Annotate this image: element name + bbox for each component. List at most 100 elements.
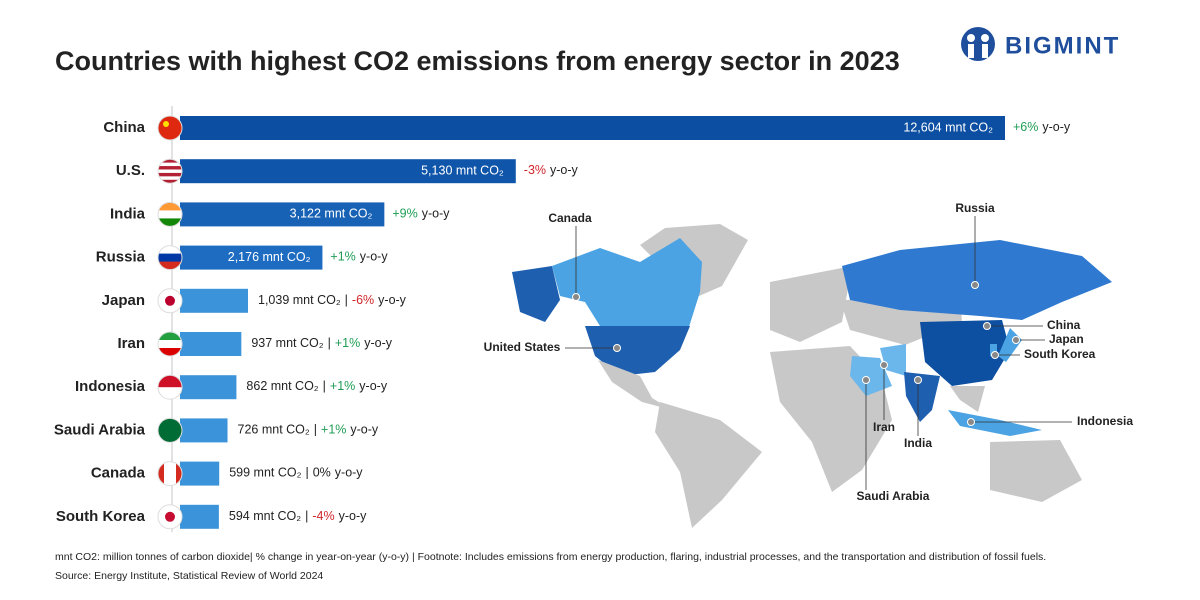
separator: | — [305, 466, 308, 480]
map-land — [990, 440, 1082, 502]
map-label: India — [904, 436, 932, 450]
world-map — [512, 216, 1112, 528]
separator: | — [328, 336, 331, 350]
flag-stripe — [158, 172, 182, 177]
yoy-label: 937 mnt CO₂ | +1% y-o-y — [251, 336, 392, 350]
category-label: Russia — [96, 249, 146, 266]
yoy-change: +1% — [330, 379, 355, 393]
flag-emblem — [165, 511, 175, 522]
flag-stripe — [158, 387, 182, 400]
flag-stripe — [158, 159, 182, 164]
yoy-change: -3% — [524, 163, 546, 177]
yoy-change: +1% — [321, 423, 346, 437]
map-label: China — [1047, 318, 1081, 332]
yoy-label: 594 mnt CO₂ | -4% y-o-y — [229, 509, 367, 523]
yoy-label: 599 mnt CO₂ | 0% y-o-y — [229, 466, 363, 480]
value-label: 937 mnt CO₂ — [251, 336, 323, 350]
map-land — [598, 360, 672, 410]
yoy-change: 0% — [313, 466, 331, 480]
yoy-change: -6% — [352, 293, 374, 307]
yoy-change: -4% — [312, 509, 334, 523]
source: Source: Energy Institute, Statistical Re… — [55, 570, 323, 582]
map-country — [512, 266, 560, 322]
yoy-change: +1% — [335, 336, 360, 350]
flag-stripe — [158, 179, 182, 184]
flag — [158, 245, 182, 270]
yoy-label: -3% y-o-y — [524, 163, 579, 177]
yoy-change: +9% — [392, 207, 417, 221]
flag-stripe — [158, 162, 182, 167]
separator: | — [345, 293, 348, 307]
separator: | — [314, 423, 317, 437]
flag-stripe — [158, 332, 182, 341]
flag-stripe — [158, 116, 182, 140]
yoy-label: +1% y-o-y — [330, 250, 388, 264]
flag — [158, 418, 182, 443]
yoy-label: +6% y-o-y — [1013, 120, 1071, 134]
value-label: 2,176 mnt CO₂ — [228, 250, 311, 264]
yoy-change: +1% — [330, 250, 355, 264]
category-label: U.S. — [116, 162, 145, 179]
logo-icon-dot — [967, 34, 975, 42]
flag-emblem — [163, 121, 169, 127]
flag — [158, 202, 182, 227]
leader-lines — [565, 216, 1072, 490]
yoy-unit: y-o-y — [422, 207, 451, 221]
map-label: Japan — [1049, 332, 1084, 346]
flag-border — [157, 201, 183, 227]
flag-border — [157, 374, 183, 400]
logo-icon — [961, 27, 995, 61]
yoy-unit: y-o-y — [335, 466, 364, 480]
category-label: Iran — [117, 335, 145, 352]
yoy-unit: y-o-y — [364, 336, 393, 350]
category-label: India — [110, 205, 146, 222]
map-country — [842, 240, 1112, 320]
flag — [158, 116, 182, 140]
map-label: Russia — [955, 201, 995, 215]
value-label: 726 mnt CO₂ — [238, 423, 310, 437]
flag-stripe — [158, 176, 182, 181]
footnote: mnt CO2: million tonnes of carbon dioxid… — [55, 551, 1046, 563]
bar — [180, 461, 220, 486]
bar — [180, 202, 385, 227]
map-label: United States — [484, 340, 561, 354]
value-label: 3,122 mnt CO₂ — [290, 207, 373, 221]
flag-stripe — [158, 418, 182, 443]
category-label: South Korea — [56, 508, 146, 525]
flag-stripe — [158, 340, 182, 349]
bar — [180, 504, 219, 529]
flag-stripe — [158, 375, 182, 388]
yoy-label: 1,039 mnt CO₂ | -6% y-o-y — [258, 293, 407, 307]
category-label: Canada — [91, 465, 146, 482]
brand: BIGMINT — [1005, 32, 1120, 59]
map-label: South Korea — [1024, 347, 1096, 361]
yoy-change: +6% — [1013, 120, 1038, 134]
map-pins — [572, 281, 1020, 426]
value-label: 12,604 mnt CO₂ — [903, 120, 993, 134]
flag — [158, 461, 182, 486]
flag — [158, 375, 182, 400]
yoy-unit: y-o-y — [378, 293, 407, 307]
yoy-unit: y-o-y — [360, 250, 389, 264]
yoy-label: 726 mnt CO₂ | +1% y-o-y — [238, 423, 379, 437]
flag-stripe — [158, 202, 182, 211]
yoy-label: +9% y-o-y — [392, 207, 450, 221]
flag-border — [157, 288, 183, 314]
bar — [180, 245, 323, 270]
flag-border — [157, 245, 183, 271]
flag-emblem — [165, 295, 175, 306]
flag-stripe — [170, 461, 177, 486]
yoy-unit: y-o-y — [350, 423, 379, 437]
chart-title: Countries with highest CO2 emissions fro… — [55, 46, 900, 76]
category-label: China — [103, 119, 145, 136]
bar — [180, 159, 516, 184]
flag-border — [157, 417, 183, 443]
flag-stripe — [176, 461, 182, 486]
flag-stripe — [158, 210, 182, 219]
map-country — [920, 320, 1010, 386]
category-label: Indonesia — [75, 378, 146, 395]
flag — [158, 504, 182, 529]
flag — [158, 159, 182, 184]
bar — [180, 375, 237, 400]
flag — [158, 288, 182, 313]
